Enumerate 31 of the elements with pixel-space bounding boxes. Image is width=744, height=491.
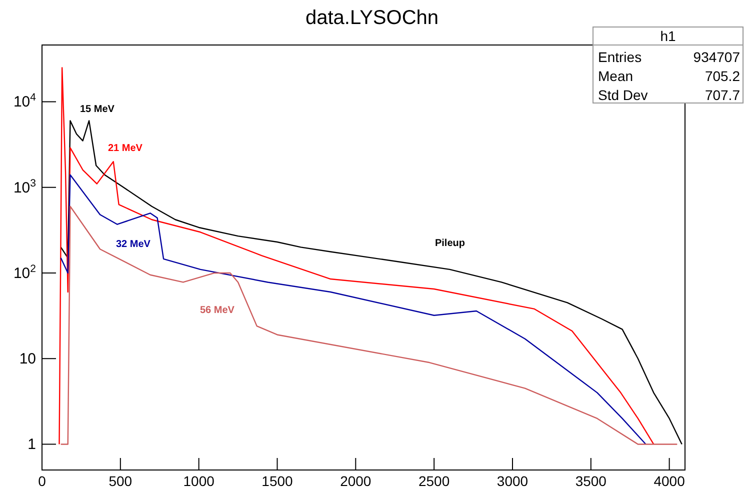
text: 934707 [693, 49, 740, 65]
annotation: Entries [598, 49, 642, 65]
y-tick-label: 10$^{4}$ [13, 92, 36, 111]
line-series [58, 67, 654, 445]
y-tick-label: 10$^{3}$ [13, 177, 36, 196]
series-label: 56 MeV [200, 305, 235, 316]
x-tick-label: 4000 [654, 473, 686, 489]
x-tick-label: 2500 [418, 473, 450, 489]
annotation: Std Dev [598, 87, 648, 103]
annotation: Pileup [434, 238, 466, 249]
x-tick-label: 2000 [340, 473, 372, 489]
series-label: 21 MeV [108, 143, 143, 154]
series-label: 32 MeV [116, 239, 151, 250]
series-label: 15 MeV [80, 104, 115, 115]
text: h1 [660, 28, 676, 44]
text: 705.2 [704, 68, 740, 84]
annotation: Mean [598, 68, 634, 84]
x-tick-label: 3500 [575, 473, 607, 489]
y-tick-label: 10$^{2}$ [13, 262, 36, 282]
chart-title: data.LYSOChn [305, 7, 439, 29]
x-tick-label: 500 [108, 473, 132, 489]
line-series [60, 206, 678, 445]
x-tick-label: 3000 [496, 473, 528, 489]
x-tick-label: 1000 [183, 473, 215, 489]
y-tick-label: 10 [19, 350, 36, 368]
text: 707.7 [704, 87, 740, 103]
x-tick-label: 1500 [262, 473, 294, 489]
line-series [60, 174, 646, 445]
x-tick-label: 0 [38, 473, 46, 489]
line-series [60, 120, 682, 445]
y-tick-label: 1 [28, 436, 36, 454]
